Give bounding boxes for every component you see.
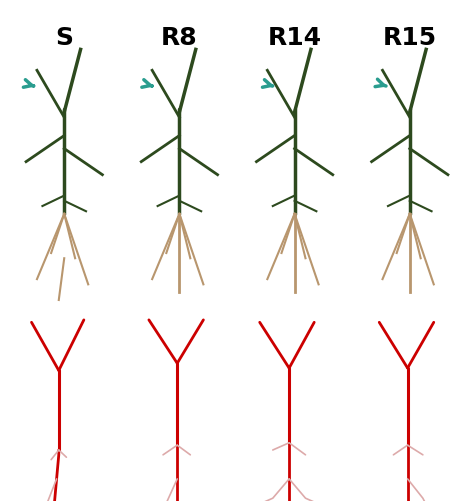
Text: R8: R8 — [161, 26, 198, 50]
Text: R15: R15 — [383, 26, 437, 50]
Text: S: S — [55, 26, 73, 50]
Text: R14: R14 — [267, 26, 322, 50]
